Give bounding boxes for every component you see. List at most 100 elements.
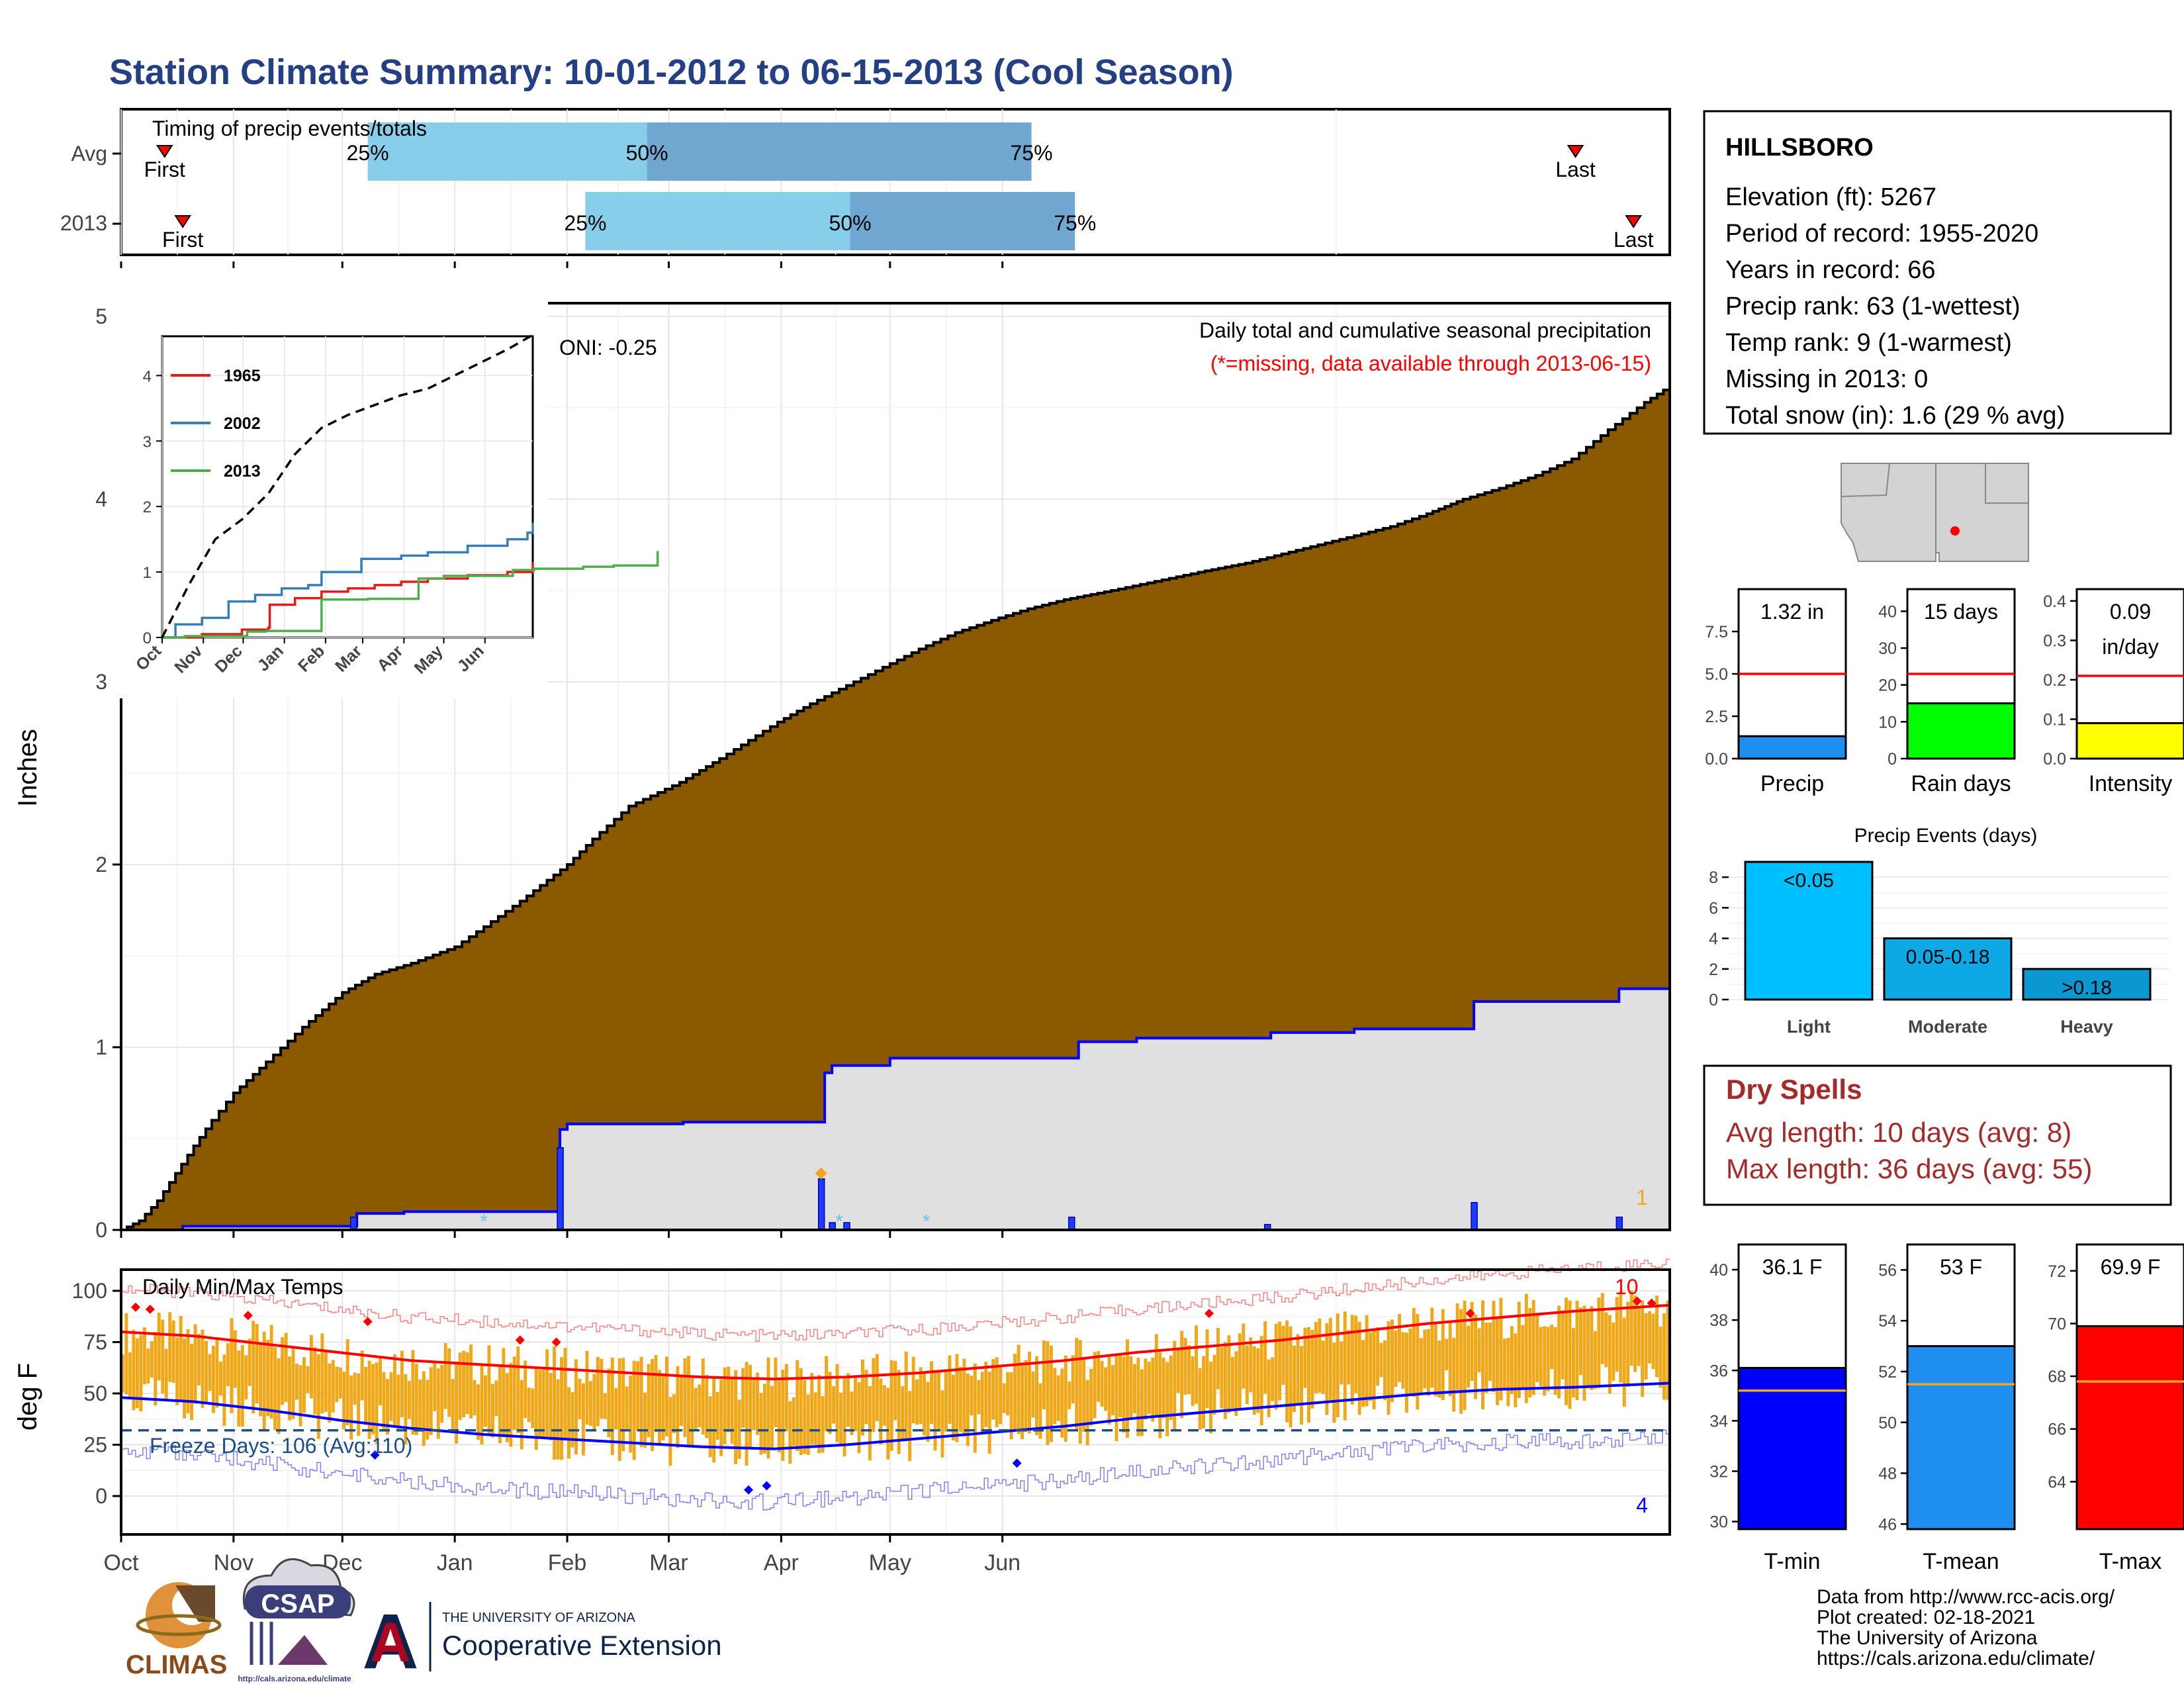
station-info-line: Years in record: 66: [1725, 256, 1936, 284]
daily-temp-bar: [1619, 1291, 1623, 1383]
daily-precip-bar: [557, 1147, 564, 1231]
daily-temp-bar: [418, 1380, 422, 1432]
record-min-line: [121, 1429, 1670, 1511]
daily-temp-bar: [1651, 1313, 1655, 1370]
footer-line: Plot created: 02-18-2021: [1817, 1607, 2035, 1628]
daily-temp-bar: [1300, 1346, 1303, 1425]
daily-temp-bar: [1419, 1338, 1423, 1394]
timing-percent-label: 50%: [626, 141, 668, 165]
daily-temp-bar: [1615, 1297, 1619, 1372]
daily-temp-bar: [1187, 1345, 1191, 1395]
daily-temp-bar: [215, 1338, 219, 1408]
footer-line: The University of Arizona: [1817, 1627, 2038, 1649]
daily-temp-bar: [1423, 1329, 1427, 1389]
daily-temp-bar: [730, 1378, 734, 1444]
t-max-tick-label: 72: [2048, 1262, 2066, 1281]
daily-temp-bar: [121, 1354, 124, 1393]
daily-temp-bar: [1629, 1290, 1633, 1366]
daily-temp-bar: [277, 1358, 281, 1434]
temp-y-tick-label: 0: [95, 1484, 107, 1508]
daily-temp-bar: [1578, 1307, 1582, 1376]
t-min-tick-label: 36: [1709, 1362, 1728, 1380]
daily-temp-bar: [248, 1338, 251, 1386]
daily-temp-bar: [958, 1366, 962, 1432]
daily-temp-bar: [128, 1352, 132, 1399]
daily-temp-bar: [1271, 1357, 1275, 1401]
daily-temp-bar: [1481, 1300, 1484, 1409]
daily-temp-bar: [345, 1339, 349, 1426]
daily-temp-bar: [1165, 1362, 1169, 1436]
t-min-panel: 36.1 F 30 32 34 36 38 40 T-min: [1709, 1243, 1847, 1574]
temp-title: Daily Min/Max Temps: [142, 1275, 343, 1299]
daily-temp-bar: [1259, 1336, 1263, 1426]
station-info-line: Temp rank: 9 (1-warmest): [1725, 329, 2012, 357]
cumulative-2013-line: [121, 987, 1670, 1231]
timing-last-label: Last: [1614, 228, 1654, 252]
footer-line: Data from http://www.rcc-acis.org/: [1817, 1586, 2115, 1608]
daily-temp-bar: [1296, 1334, 1300, 1403]
daily-temp-bar: [777, 1380, 781, 1453]
daily-temp-bar: [1097, 1350, 1101, 1402]
daily-temp-bar: [1535, 1313, 1539, 1382]
daily-temp-bar: [179, 1315, 183, 1402]
footer-credits: Data from http://www.rcc-acis.org/Plot c…: [1817, 1586, 2115, 1669]
daily-temp-bar: [393, 1354, 396, 1427]
timing-marker-first: [174, 215, 192, 228]
inset-y-tick-label: 2: [143, 498, 152, 516]
inset-y-tick-label: 1: [143, 564, 152, 582]
daily-temp-bar: [328, 1363, 332, 1423]
daily-temp-bar: [701, 1358, 705, 1435]
daily-temp-bar: [1274, 1323, 1278, 1410]
daily-temp-bar: [1093, 1352, 1097, 1419]
events-tick-label: 8: [1709, 868, 1718, 887]
daily-temp-bar: [1013, 1354, 1017, 1431]
daily-temp-bar: [1412, 1307, 1416, 1397]
daily-temp-bar: [259, 1344, 263, 1417]
timing-marker-last: [1625, 215, 1643, 228]
events-bar-label: 0.05-0.18: [1906, 947, 1990, 968]
daily-temp-bar: [647, 1364, 651, 1438]
daily-temp-bar: [1198, 1368, 1202, 1430]
daily-temp-bar: [999, 1366, 1003, 1425]
t-mean-tick-label: 50: [1878, 1414, 1897, 1432]
daily-temp-bar: [850, 1391, 854, 1436]
events-title: Precip Events (days): [1854, 825, 2038, 847]
daily-temp-bar: [186, 1329, 190, 1414]
daily-temp-bar: [512, 1356, 516, 1430]
daily-temp-bar: [698, 1384, 702, 1427]
inset-y-tick-label: 0: [143, 630, 152, 647]
timing-first-label: First: [144, 158, 185, 181]
daily-temp-bar: [244, 1355, 248, 1400]
daily-temp-bar: [1034, 1356, 1038, 1436]
timing-marker-last: [1567, 145, 1584, 158]
daily-temp-bar: [1404, 1333, 1408, 1413]
daily-temp-bar: [930, 1361, 933, 1424]
daily-temp-bar: [712, 1376, 716, 1463]
daily-temp-bar: [494, 1380, 498, 1417]
daily-temp-bar: [781, 1370, 785, 1461]
daily-temp-bar: [1169, 1355, 1173, 1421]
daily-temp-bar: [962, 1358, 966, 1436]
daily-temp-bar: [756, 1372, 759, 1435]
daily-temp-bar: [1470, 1301, 1474, 1382]
daily-temp-bar: [882, 1385, 886, 1426]
daily-temp-bar: [705, 1374, 709, 1438]
record-low-marker: [744, 1485, 754, 1495]
daily-temp-bar: [146, 1348, 150, 1383]
daily-temp-bar: [240, 1344, 244, 1427]
record-low-marker: [1012, 1458, 1022, 1468]
station-location-marker: [1950, 526, 1960, 536]
daily-temp-bar: [661, 1376, 665, 1440]
daily-temp-bar: [784, 1364, 788, 1432]
daily-temp-bar: [940, 1390, 944, 1458]
t-max-tick-label: 66: [2048, 1421, 2066, 1439]
daily-temp-bar: [509, 1362, 513, 1447]
daily-temp-bar: [157, 1312, 161, 1381]
inset-legend-label: 2013: [224, 462, 261, 481]
daily-temp-bar: [1314, 1321, 1318, 1393]
daily-temp-bar: [973, 1363, 977, 1453]
daily-temp-bar: [1100, 1360, 1104, 1407]
daily-temp-bar: [1256, 1348, 1260, 1413]
daily-temp-bar: [1006, 1372, 1010, 1416]
daily-temp-bar: [872, 1358, 876, 1432]
